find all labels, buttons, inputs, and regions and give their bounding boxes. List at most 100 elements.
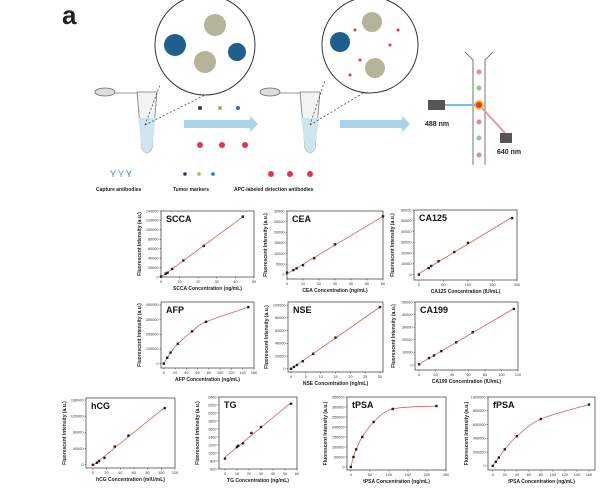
x-axis-label: AFP Concentration (ng/mL)	[175, 377, 240, 383]
data-point	[587, 403, 591, 406]
y-tick-label: 160000	[71, 398, 84, 402]
x-axis-label: fPSA Concentration (ng/mL)	[508, 479, 575, 485]
y-tick-label: 0	[342, 465, 344, 469]
y-tick-label: 0	[483, 464, 485, 468]
data-point	[497, 456, 501, 459]
x-tick-label: 40	[450, 373, 454, 377]
data-point	[164, 272, 167, 275]
y-axis-label: Fluorescent Intensity (a.u.)	[195, 401, 201, 465]
data-point	[417, 363, 421, 366]
y-tick-label: 1400	[208, 435, 216, 439]
data-point	[372, 420, 375, 424]
x-tick-label: 100	[498, 373, 504, 377]
x-tick-label: 20	[503, 473, 507, 477]
x-tick-label: 0	[350, 473, 352, 477]
x-tick-label: 100	[158, 471, 164, 475]
chart-title: TG	[224, 400, 237, 410]
y-axis-label: Fluorescent Intensity (a.u.)	[137, 303, 143, 367]
data-point	[427, 266, 430, 270]
x-tick-label: 140	[240, 371, 246, 375]
y-tick-label: 5000	[276, 262, 284, 266]
data-point	[237, 444, 240, 447]
y-tick-label: 0	[409, 273, 411, 277]
plot-frame	[218, 396, 298, 470]
y-tick-label: 100000	[273, 303, 286, 307]
x-tick-label: 150	[405, 473, 411, 477]
y-tick-label: 150000	[332, 435, 345, 439]
chart-afp: 0 20 40 60 80 100 120 140 160 0 100000 200000 300000…	[137, 301, 257, 383]
y-tick-label: 20000	[274, 231, 285, 235]
x-tick-label: 200	[424, 473, 430, 477]
y-tick-label: 40000	[73, 447, 84, 451]
x-axis-label: CA199 Concentration (IU/mL)	[432, 379, 502, 385]
data-point	[259, 425, 263, 429]
chart-cea: 0 10 20 30 40 50 60 0 5000 10000 15000 20000 25000 30…	[263, 209, 385, 294]
x-tick-label: 140	[574, 473, 580, 477]
y-tick-label: 0	[156, 362, 158, 366]
y-tick-label: 800	[210, 459, 216, 463]
y-tick-label: 1200	[208, 443, 216, 447]
y-tick-label: 80000	[148, 238, 159, 242]
data-point	[455, 341, 458, 344]
plot-frame	[346, 396, 447, 471]
data-point	[159, 275, 163, 278]
panel-a-label: a	[62, 0, 77, 30]
plot-frame	[414, 301, 519, 371]
laser-488-icon	[428, 100, 445, 110]
data-point	[289, 367, 293, 371]
x-axis-label: NSE Concentration (ng/mL)	[303, 381, 369, 387]
x-tick-label: 0	[163, 371, 165, 375]
x-tick-label: 0	[160, 280, 162, 284]
plot-frame	[487, 396, 596, 471]
x-tick-label: 0	[492, 473, 494, 477]
y-tick-label: 20000	[148, 266, 159, 270]
data-point	[432, 354, 436, 357]
y-tick-label: 1000000	[471, 395, 486, 399]
y-axis-label: Fluorescent Intensity (a.u.)	[264, 305, 270, 369]
data-point	[354, 448, 358, 451]
arrow-1-icon	[184, 116, 258, 132]
y-tick-label: 30000	[274, 209, 285, 213]
plot-frame	[85, 397, 176, 469]
x-tick-label: 50	[441, 283, 445, 287]
y-tick-label: 50000	[334, 455, 345, 459]
x-tick-label: 5	[305, 375, 307, 379]
tumor-marker-icon	[236, 106, 240, 110]
data-point	[204, 320, 208, 323]
x-tick-label: 60	[132, 471, 136, 475]
panel-b-label: b	[62, 200, 78, 205]
data-point	[162, 362, 166, 365]
fit-curve	[418, 216, 513, 274]
y-tick-label: 0	[282, 273, 284, 277]
data-point	[437, 259, 440, 263]
x-tick-label: 40	[349, 282, 353, 286]
tumor-marker-icon	[198, 106, 202, 110]
x-tick-label: 30	[259, 472, 263, 476]
x-tick-label: 20	[433, 373, 437, 377]
data-point	[381, 215, 385, 218]
data-point	[247, 305, 250, 309]
y-tick-label: 0	[156, 275, 158, 279]
x-tick-label: 60	[295, 472, 299, 476]
x-tick-label: 30	[378, 375, 382, 379]
magnified-beads-2	[321, 0, 419, 94]
x-tick-label: 60	[466, 373, 470, 377]
x-tick-label: 20	[348, 375, 352, 379]
legend-tumor-markers: Tumor markers	[173, 187, 209, 193]
tumor-marker-icon	[218, 106, 222, 110]
y-tick-label: 1800	[208, 419, 216, 423]
x-tick-label: 10	[235, 472, 239, 476]
x-tick-label: 80	[207, 371, 211, 375]
fit-curve	[163, 306, 249, 364]
x-tick-label: 60	[527, 473, 531, 477]
tube-2-icon	[259, 87, 321, 154]
data-point	[435, 404, 438, 408]
y-axis-label: Fluorescent Intensity (a.u.)	[62, 401, 68, 465]
y-tick-label: 140000	[146, 209, 159, 213]
data-point	[494, 460, 498, 463]
y-tick-label: 60000	[401, 208, 412, 212]
data-point	[429, 264, 433, 268]
y-tick-label: 80000	[73, 431, 84, 435]
capture-antibody-icon: Y	[118, 169, 124, 179]
x-tick-label: 200	[514, 283, 520, 287]
